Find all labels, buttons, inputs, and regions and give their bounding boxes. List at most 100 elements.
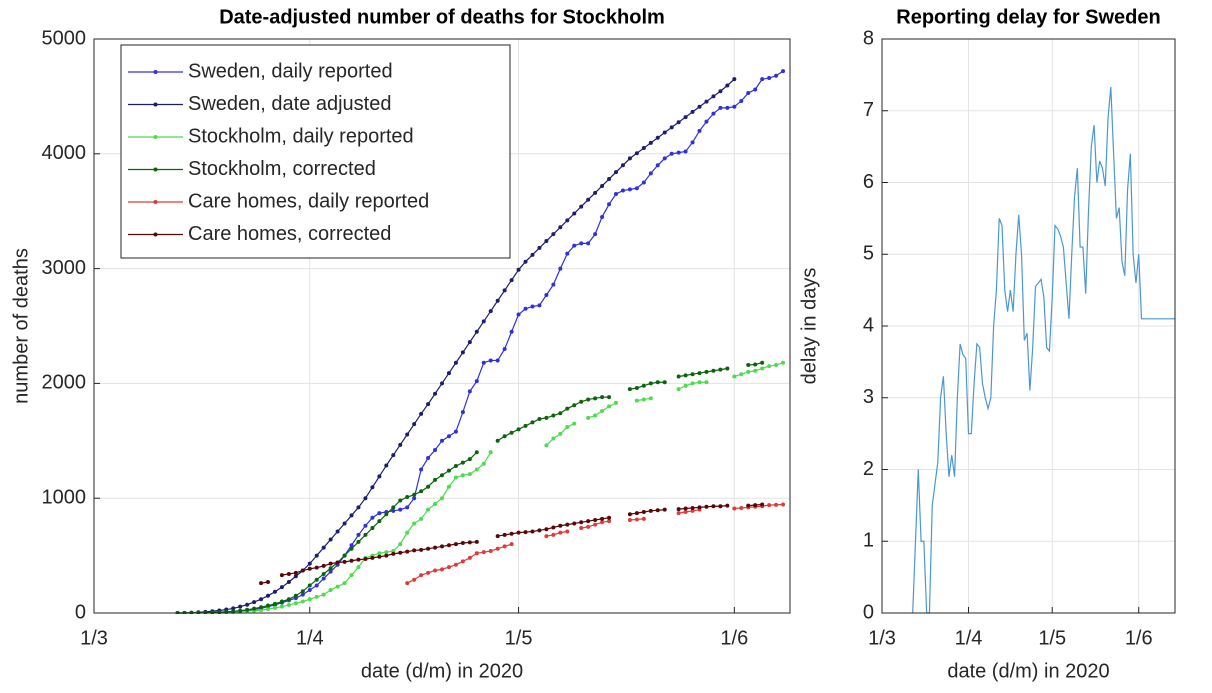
data-point (697, 371, 702, 376)
data-point (600, 408, 605, 413)
data-point (537, 245, 542, 250)
data-point (238, 608, 243, 613)
data-point (530, 304, 535, 309)
y-tick-label: 1000 (42, 486, 87, 508)
data-point (627, 518, 632, 523)
data-point (579, 241, 584, 246)
y-axis-label: delay in days (798, 268, 820, 385)
data-point (579, 520, 584, 525)
data-point (704, 99, 709, 104)
data-point (300, 599, 305, 604)
data-point (300, 568, 305, 573)
data-point (600, 520, 605, 525)
data-point (363, 557, 368, 562)
y-tick-label: 3 (863, 386, 874, 408)
data-point (349, 558, 354, 563)
data-point (286, 571, 291, 576)
y-tick-label: 4 (863, 314, 874, 336)
y-axis-label: number of deaths (10, 248, 32, 404)
x-tick-label: 1/5 (505, 627, 533, 649)
data-point (433, 545, 438, 550)
data-point (760, 502, 765, 507)
data-point (614, 191, 618, 196)
data-point (572, 243, 577, 248)
data-point (279, 573, 284, 578)
data-point (356, 565, 361, 570)
data-point (314, 594, 319, 599)
data-point (377, 519, 382, 524)
data-point (634, 151, 639, 156)
data-point (655, 163, 660, 168)
data-point (600, 395, 605, 400)
data-point (412, 521, 417, 526)
data-point (607, 177, 612, 182)
data-point (676, 511, 681, 516)
data-point (607, 395, 612, 400)
data-point (641, 516, 646, 521)
data-point (725, 83, 730, 88)
data-point (565, 218, 570, 223)
data-point (307, 583, 312, 588)
data-point (523, 530, 528, 535)
data-point (593, 190, 598, 195)
data-point (446, 543, 451, 548)
data-point (314, 553, 319, 558)
data-point (314, 565, 319, 570)
data-point (753, 503, 758, 508)
data-point (419, 467, 424, 472)
data-point (537, 416, 542, 421)
data-point (634, 511, 639, 516)
data-point (467, 340, 472, 345)
data-point (453, 475, 458, 480)
data-point (746, 503, 751, 508)
data-point (676, 120, 681, 125)
data-point (460, 559, 465, 564)
data-point (711, 111, 716, 116)
data-point (245, 602, 250, 607)
data-point (614, 170, 618, 175)
data-point (356, 557, 361, 562)
data-point (732, 77, 737, 82)
data-point (328, 569, 333, 574)
legend-marker (153, 135, 158, 139)
data-point (405, 495, 410, 500)
data-point (446, 484, 451, 489)
x-tick-label: 1/3 (80, 627, 108, 649)
legend-marker (153, 167, 158, 172)
data-point (286, 580, 291, 585)
data-point (377, 554, 382, 559)
data-point (774, 502, 779, 507)
data-point (502, 288, 507, 293)
data-point (328, 566, 333, 571)
data-point (419, 489, 424, 494)
data-point (648, 140, 653, 145)
data-point (335, 529, 340, 534)
data-point (732, 374, 737, 379)
data-point (607, 202, 612, 207)
data-point (384, 463, 389, 468)
data-point (607, 404, 612, 409)
data-point (279, 604, 284, 609)
data-point (467, 389, 472, 394)
data-point (551, 436, 556, 441)
data-point (440, 381, 444, 386)
plot-area (912, 87, 1175, 614)
data-point (669, 125, 674, 130)
data-point (433, 447, 438, 452)
data-point (655, 380, 660, 385)
data-point (231, 606, 236, 611)
data-point (739, 98, 744, 103)
data-point (586, 197, 591, 202)
data-point (272, 589, 277, 594)
data-point (690, 372, 695, 377)
data-point (440, 544, 444, 549)
data-point (558, 530, 563, 535)
data-point (607, 515, 612, 520)
data-point (474, 450, 479, 455)
data-point (558, 431, 563, 436)
legend-label: Sweden, daily reported (188, 60, 393, 82)
data-point (370, 555, 375, 560)
data-point (586, 397, 591, 402)
data-point (572, 211, 577, 216)
legend-box (120, 44, 511, 259)
